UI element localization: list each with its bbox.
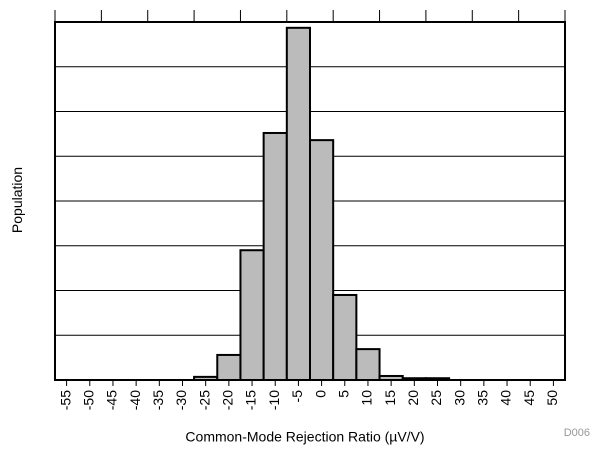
bar [239, 249, 265, 381]
y-axis-label: Population [9, 167, 25, 233]
x-tick-label: -50 [80, 390, 96, 410]
x-tick-label: 10 [359, 390, 375, 406]
x-tick-label: -15 [243, 390, 259, 410]
x-tick-label: -55 [57, 390, 73, 410]
x-tick-label: -45 [104, 390, 120, 410]
x-axis-label: Common-Mode Rejection Ratio (µV/V) [185, 429, 424, 445]
figure-code: D006 [564, 427, 590, 439]
bar [309, 139, 335, 381]
bar [332, 293, 358, 382]
bar [216, 353, 242, 382]
x-tick-label: -35 [150, 390, 166, 410]
x-tick-label: 45 [521, 390, 537, 406]
bar [262, 131, 288, 381]
x-tick-label: -25 [196, 390, 212, 410]
x-tick-label: -10 [266, 390, 282, 410]
x-tick-label: -20 [220, 390, 236, 410]
bar [355, 348, 381, 381]
x-tick-label: 15 [382, 390, 398, 406]
x-tick-label: 30 [451, 390, 467, 406]
x-tick-label: -5 [289, 390, 305, 403]
x-tick-label: 25 [428, 390, 444, 406]
x-tick-label: 5 [335, 390, 351, 398]
x-tick-label: 50 [544, 390, 560, 406]
x-tick-label: -30 [173, 390, 189, 410]
x-tick-label: 40 [498, 390, 514, 406]
plot-frame [54, 21, 566, 381]
x-tick-label: -40 [127, 390, 143, 410]
bar [285, 26, 311, 381]
x-tick-label: 20 [405, 390, 421, 406]
x-tick-label: 35 [475, 390, 491, 406]
x-tick-label: 0 [312, 390, 328, 398]
